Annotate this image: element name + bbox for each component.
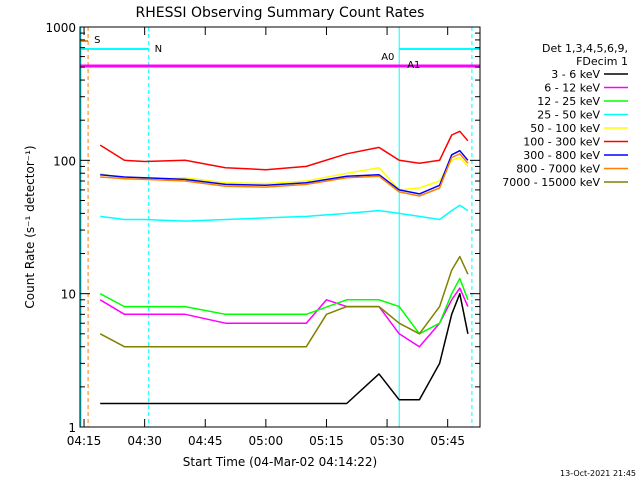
time-markers [80, 27, 480, 427]
legend-label-4: 50 - 100 keV [530, 122, 600, 135]
annotation-a1: A1 [407, 60, 420, 71]
annotation-a0: A0 [381, 52, 394, 63]
y-tick-label-2: 100 [53, 154, 76, 168]
series-line-0 [100, 292, 469, 405]
legend-label-8: 7000 - 15000 keV [502, 176, 600, 189]
series-line-8 [99, 255, 469, 348]
series-group [99, 130, 469, 405]
x-tick-label-4: 05:15 [309, 434, 344, 448]
y-tick-label-1: 10 [61, 288, 76, 302]
legend-label-1: 6 - 12 keV [544, 82, 600, 95]
series-line-5 [99, 130, 469, 171]
legend-label-7: 800 - 7000 keV [516, 163, 600, 176]
series-line-6 [100, 149, 469, 195]
y-tick-label-3: 1000 [45, 21, 76, 35]
legend-label-0: 3 - 6 keV [551, 68, 600, 81]
x-axis-label: Start Time (04-Mar-02 04:14:22) [183, 455, 377, 469]
x-tick-label-0: 04:15 [67, 434, 102, 448]
footer-date: 13-Oct-2021 21:45 [560, 469, 636, 478]
legend-label-5: 100 - 300 keV [523, 136, 600, 149]
x-axis-ticks: 04:15 04:30 04:45 05:00 05:15 05:30 05:45 [67, 27, 465, 448]
annotation-s: S [94, 35, 100, 46]
x-tick-label-3: 05:00 [249, 434, 284, 448]
series-line-2 [99, 277, 469, 335]
series-line-1 [99, 287, 469, 348]
x-tick-label-1: 04:30 [127, 434, 162, 448]
legend-label-2: 12 - 25 keV [537, 95, 600, 108]
legend-label-6: 300 - 800 keV [523, 149, 600, 162]
annotations: S N A0 A1 [94, 35, 420, 71]
plot-frame [79, 26, 481, 428]
legend-label-3: 25 - 50 keV [537, 109, 600, 122]
y-tick-label-0: 1 [68, 421, 76, 435]
legend-header-1: FDecim 1 [576, 55, 628, 68]
annotation-n: N [155, 44, 162, 55]
series-line-3 [100, 204, 469, 222]
series-line-7 [100, 153, 469, 197]
y-axis-label: Count Rate (s⁻¹ detector⁻¹) [23, 145, 37, 308]
y-axis-ticks: 1 10 100 1000 [45, 21, 480, 435]
x-tick-label-2: 04:45 [188, 434, 223, 448]
x-tick-label-5: 05:30 [370, 434, 405, 448]
legend-header-0: Det 1,3,4,5,6,9, [542, 42, 628, 55]
chart-title: RHESSI Observing Summary Count Rates [136, 5, 425, 21]
x-tick-label-6: 05:45 [430, 434, 465, 448]
